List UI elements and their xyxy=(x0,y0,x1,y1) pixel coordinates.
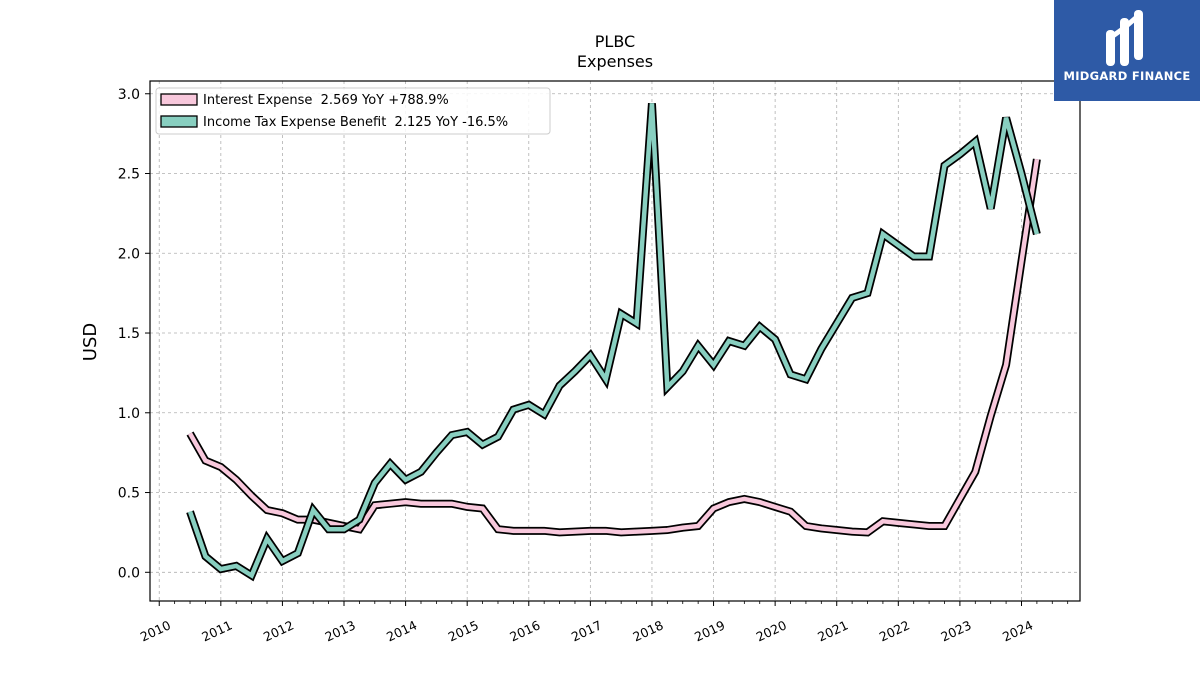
y-tick-label: 0.0 xyxy=(118,565,140,581)
x-tick-label: 2010 xyxy=(138,617,173,644)
x-tick-label: 2014 xyxy=(384,617,419,644)
x-tick-label: 2023 xyxy=(938,617,973,644)
legend: Interest Expense 2.569 YoY +788.9% Incom… xyxy=(155,87,551,135)
legend-swatch-income-tax xyxy=(160,115,198,128)
y-tick-label: 0.5 xyxy=(118,486,140,502)
legend-label-interest-expense: Interest Expense 2.569 YoY +788.9% xyxy=(203,93,449,108)
y-axis-label: USD xyxy=(80,323,101,361)
series-layer xyxy=(186,103,1041,582)
x-tick-label: 2019 xyxy=(692,617,727,644)
series-line xyxy=(188,158,1040,535)
y-tick-label: 3.0 xyxy=(118,87,140,103)
y-tick-label: 1.0 xyxy=(118,406,140,422)
x-tick-label: 2020 xyxy=(754,617,789,644)
x-tick-label: 2011 xyxy=(199,617,234,644)
brand-logo: MIDGARD FINANCE xyxy=(1054,0,1200,101)
x-tick-label: 2017 xyxy=(569,617,604,644)
x-tick-label: 2021 xyxy=(815,617,850,644)
series-line xyxy=(187,103,1040,579)
brand-name: MIDGARD FINANCE xyxy=(1063,69,1191,83)
x-tick-label: 2022 xyxy=(877,617,912,644)
y-tick-label: 1.5 xyxy=(118,326,140,342)
chart-subtitle: Expenses xyxy=(577,52,653,71)
legend-label-income-tax: Income Tax Expense Benefit 2.125 YoY -16… xyxy=(203,115,508,130)
x-tick-label: 2015 xyxy=(446,617,481,644)
legend-swatch-interest-expense xyxy=(160,93,198,106)
x-tick-label: 2016 xyxy=(507,617,542,644)
plot-frame xyxy=(149,80,1081,602)
x-tick-label: 2013 xyxy=(323,617,358,644)
x-tick-label: 2024 xyxy=(1000,617,1035,644)
x-tick-label: 2012 xyxy=(261,617,296,644)
y-tick-label: 2.5 xyxy=(118,167,140,183)
legend-frame xyxy=(155,87,551,135)
x-tick-label: 2018 xyxy=(630,617,665,644)
y-tick-label: 2.0 xyxy=(118,246,140,262)
brand-mark-icon xyxy=(1106,10,1143,66)
chart-title: PLBC xyxy=(595,32,635,51)
